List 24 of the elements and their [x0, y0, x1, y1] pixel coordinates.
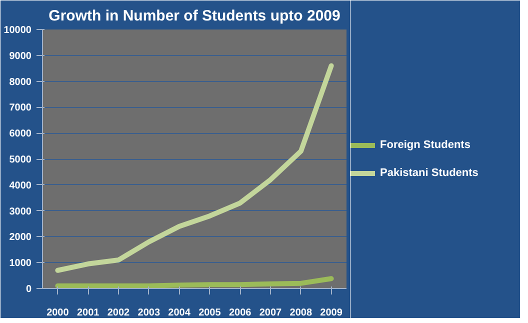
- x-tick-label: 2004: [168, 308, 191, 318]
- legend-label: Pakistani Students: [380, 166, 478, 178]
- legend-label: Foreign Students: [380, 138, 470, 150]
- y-tick-label: 4000: [9, 180, 32, 192]
- y-tick-label: 6000: [9, 128, 32, 140]
- y-tick-label: 7000: [9, 102, 32, 114]
- x-tick-label: 2001: [76, 308, 100, 318]
- y-tick-label: 1000: [9, 258, 32, 270]
- x-tick-label: 2002: [107, 308, 130, 318]
- chart-title: Growth in Number of Students upto 2009: [48, 8, 340, 24]
- x-tick-label: 2006: [228, 308, 252, 318]
- y-tick-label: 5000: [9, 154, 32, 166]
- y-tick-label: 3000: [9, 206, 32, 218]
- y-tick-label: 10000: [4, 25, 32, 36]
- y-tick-label: 8000: [9, 76, 32, 88]
- y-tick-label: 9000: [9, 50, 32, 62]
- x-tick-label: 2005: [198, 308, 222, 318]
- x-tick-label: 2007: [259, 308, 282, 318]
- y-tick-label: 2000: [9, 232, 32, 244]
- x-tick-label: 2000: [46, 308, 70, 318]
- x-tick-label: 2003: [138, 308, 160, 318]
- x-tick-label: 2008: [290, 308, 312, 318]
- y-tick-label: 0: [26, 284, 32, 295]
- x-tick-label: 2009: [320, 308, 343, 318]
